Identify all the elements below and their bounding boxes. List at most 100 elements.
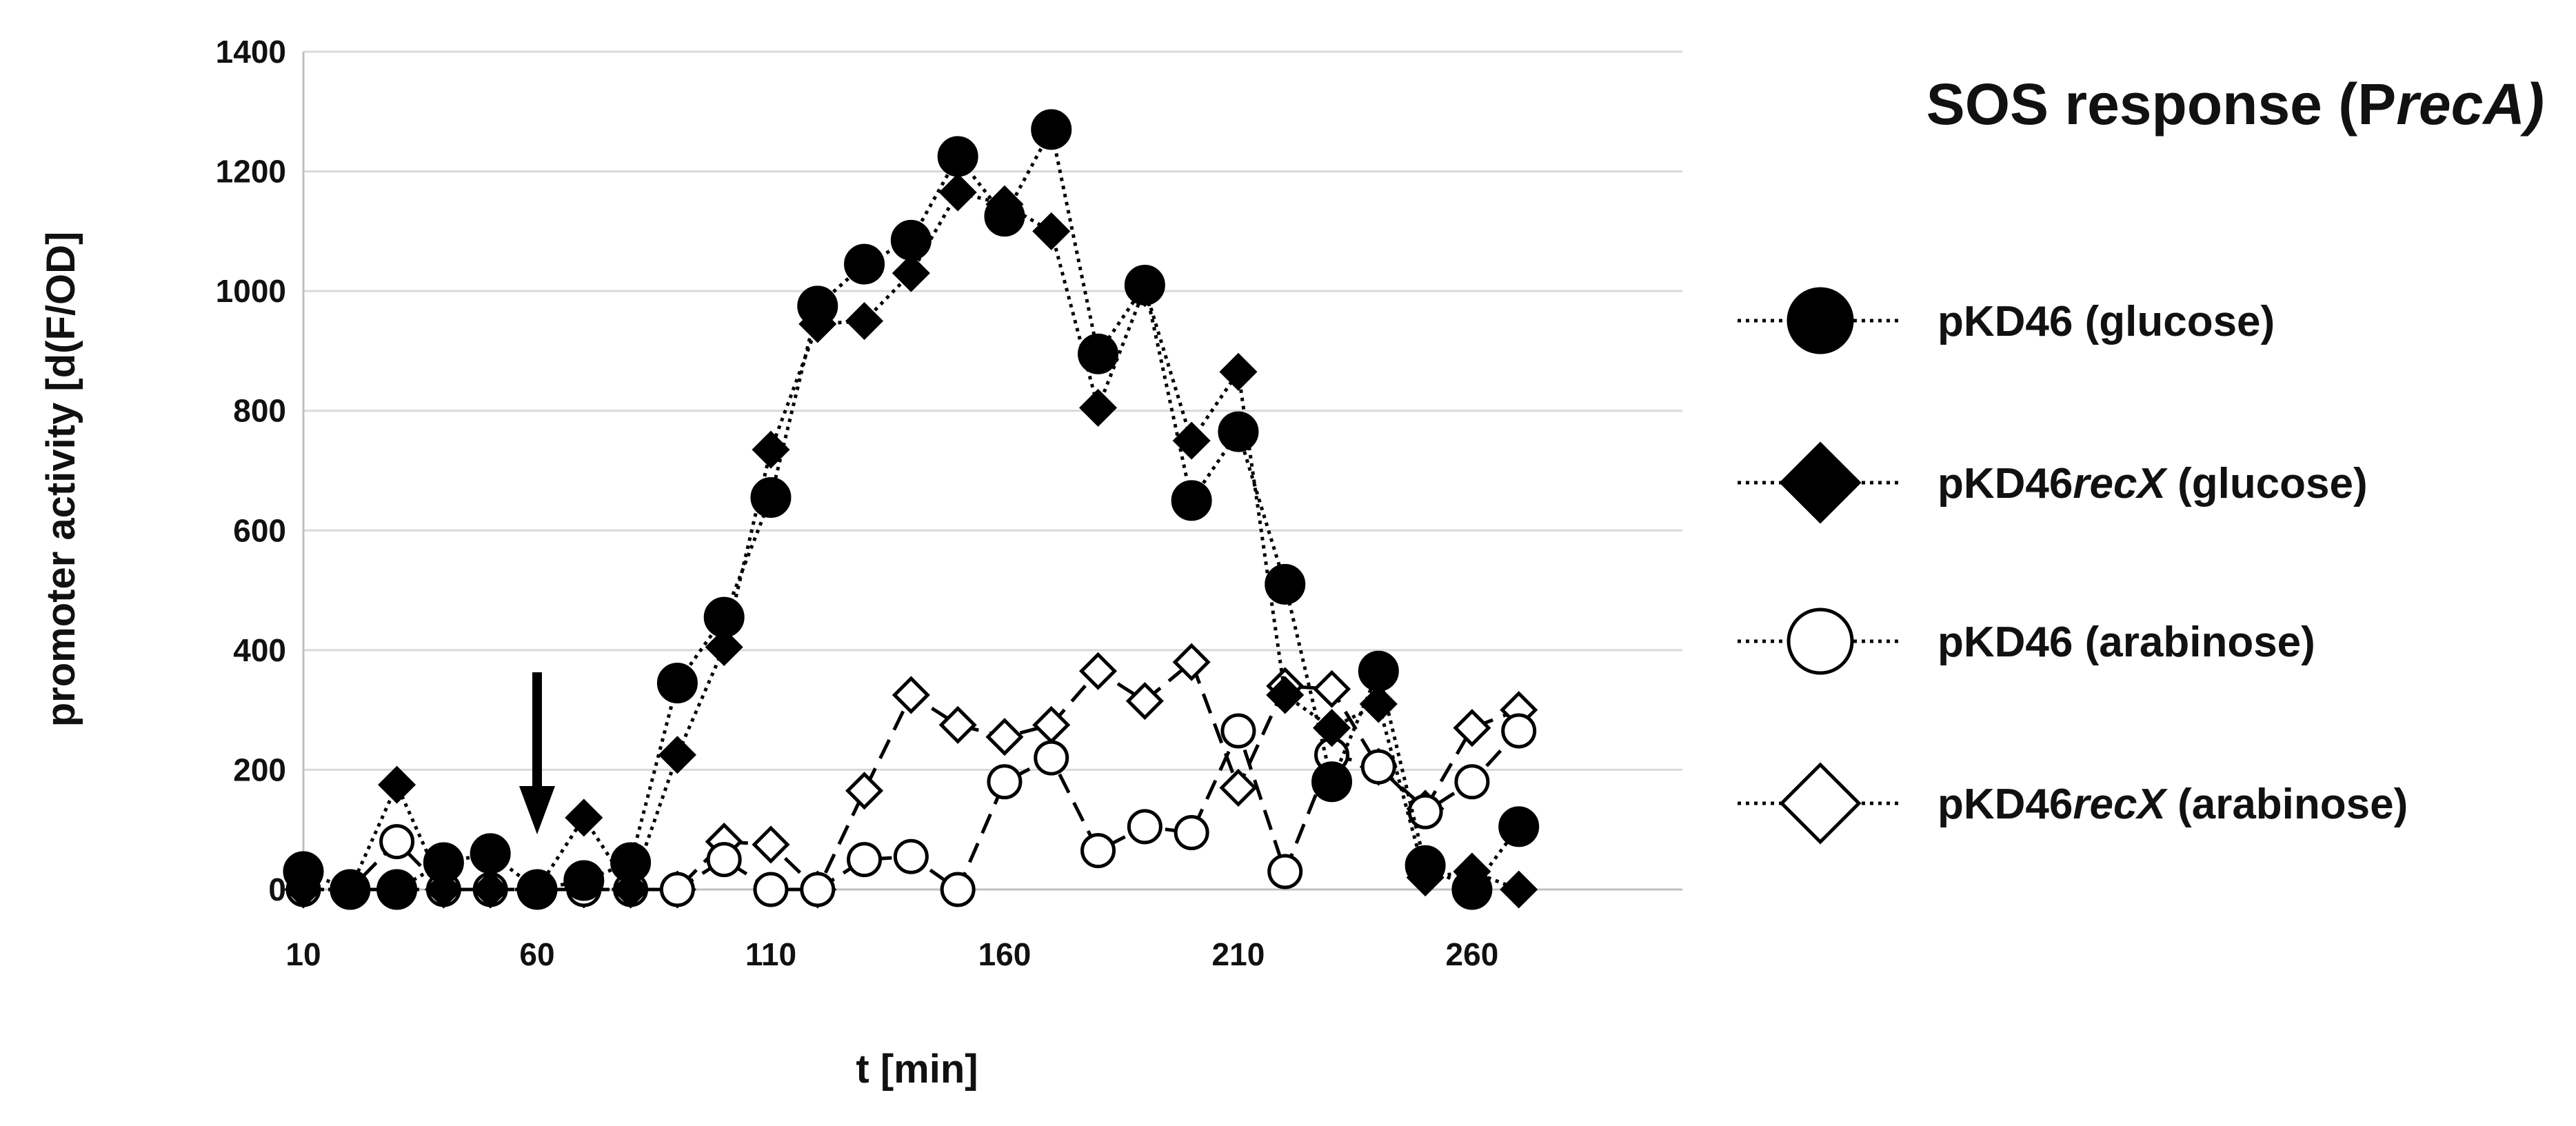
data-point [1218, 411, 1259, 452]
data-point [565, 798, 603, 837]
data-point [1454, 764, 1490, 800]
data-point [1031, 109, 1072, 150]
y-tick-label-1400: 1400 [216, 34, 286, 70]
data-point [800, 872, 836, 907]
data-point [1174, 815, 1209, 851]
data-point [1219, 352, 1258, 391]
data-point [1125, 682, 1164, 721]
x-tick-label-160: 160 [978, 936, 1032, 972]
data-point [984, 196, 1025, 237]
data-point [1498, 806, 1540, 847]
data-point [1127, 809, 1163, 845]
data-point [750, 477, 792, 519]
data-point [890, 219, 932, 261]
data-point [1172, 421, 1211, 460]
series-1 [283, 109, 1540, 910]
data-point [752, 430, 790, 469]
data-point [985, 718, 1024, 756]
data-point [1220, 713, 1256, 749]
series-group [283, 109, 1540, 910]
data-point [283, 851, 324, 892]
y-tick-label-400: 400 [233, 632, 286, 668]
data-point [612, 870, 650, 909]
x-tick-label-10: 10 [285, 936, 321, 972]
gridlines [303, 50, 1682, 771]
data-point [1078, 333, 1119, 374]
data-point [379, 824, 415, 860]
data-point [705, 627, 743, 667]
y-tick-label-600: 600 [233, 512, 286, 548]
legend-label: pKD46 (glucose) [1938, 298, 2275, 345]
data-point [1360, 749, 1396, 785]
data-point [1311, 761, 1353, 803]
data-point [1266, 676, 1305, 714]
legend-marker [1779, 762, 1862, 845]
data-point [892, 676, 930, 714]
data-point [1032, 212, 1071, 250]
data-point [938, 173, 977, 212]
legend: pKD46 (glucose) pKD46recX (glucose) pKD46 … [1738, 287, 2408, 845]
data-point [844, 243, 885, 285]
data-point [847, 842, 883, 878]
y-tick-label-800: 800 [233, 393, 286, 429]
data-point [610, 842, 652, 883]
data-point [656, 663, 698, 704]
y-tick-label-200: 200 [233, 752, 286, 787]
data-point [423, 842, 464, 883]
data-point [1124, 264, 1165, 305]
data-point [1265, 563, 1306, 605]
x-tick-label-110: 110 [745, 936, 796, 972]
x-tick-label-260: 260 [1446, 936, 1499, 972]
data-point [938, 705, 977, 744]
data-point [658, 736, 696, 774]
annotations [519, 672, 555, 834]
data-point [516, 869, 558, 910]
data-point [706, 842, 742, 878]
data-point [940, 872, 976, 907]
y-tick-label-0: 0 [268, 872, 286, 907]
legend-label: pKD46recX (arabinose) [1938, 781, 2408, 828]
data-point [1312, 670, 1351, 708]
data-point [1407, 794, 1443, 830]
data-point [470, 833, 511, 874]
data-point [330, 869, 371, 910]
data-point [424, 870, 463, 909]
data-point [845, 302, 884, 341]
data-point [893, 838, 929, 874]
data-point [471, 870, 510, 909]
data-point [378, 765, 416, 804]
data-point [1080, 833, 1116, 869]
legend-item-4: pKD46recX (arabinose) [1738, 762, 2408, 845]
legend-marker [1779, 441, 1862, 524]
data-point [1312, 709, 1351, 747]
data-point [563, 860, 605, 901]
x-axis-title: t [min] [856, 1047, 978, 1092]
data-point [1172, 643, 1211, 681]
data-point [797, 285, 838, 327]
legend-item-1: pKD46 (glucose) [1738, 287, 2275, 354]
data-point [937, 136, 978, 177]
series-2 [284, 173, 1538, 909]
data-point [1219, 768, 1258, 807]
data-point [376, 869, 418, 910]
chart-title: SOS response (PrecA) [1926, 72, 2544, 137]
data-point [1500, 870, 1538, 909]
legend-label: pKD46recX (glucose) [1938, 460, 2368, 507]
data-point [845, 772, 884, 810]
x-tick-label-210: 210 [1212, 936, 1265, 972]
legend-item-2: pKD46recX (glucose) [1738, 441, 2368, 524]
data-point [1171, 480, 1212, 521]
data-point [752, 825, 790, 864]
y-tick-label-1000: 1000 [216, 273, 286, 309]
legend-label: pKD46 (arabinose) [1938, 619, 2315, 666]
data-point [1079, 652, 1118, 690]
data-point [1405, 845, 1446, 886]
axes: 0 200 400 600 800 1000 1200 1400 10 60 110 160 210 26… [216, 34, 1682, 972]
x-tick-label-60: 60 [519, 936, 554, 972]
data-point [1358, 650, 1399, 692]
y-axis-title: promoter activity [d(F/OD] [39, 232, 83, 727]
data-point [1451, 869, 1493, 910]
data-point [1034, 740, 1069, 776]
data-point [659, 872, 695, 907]
